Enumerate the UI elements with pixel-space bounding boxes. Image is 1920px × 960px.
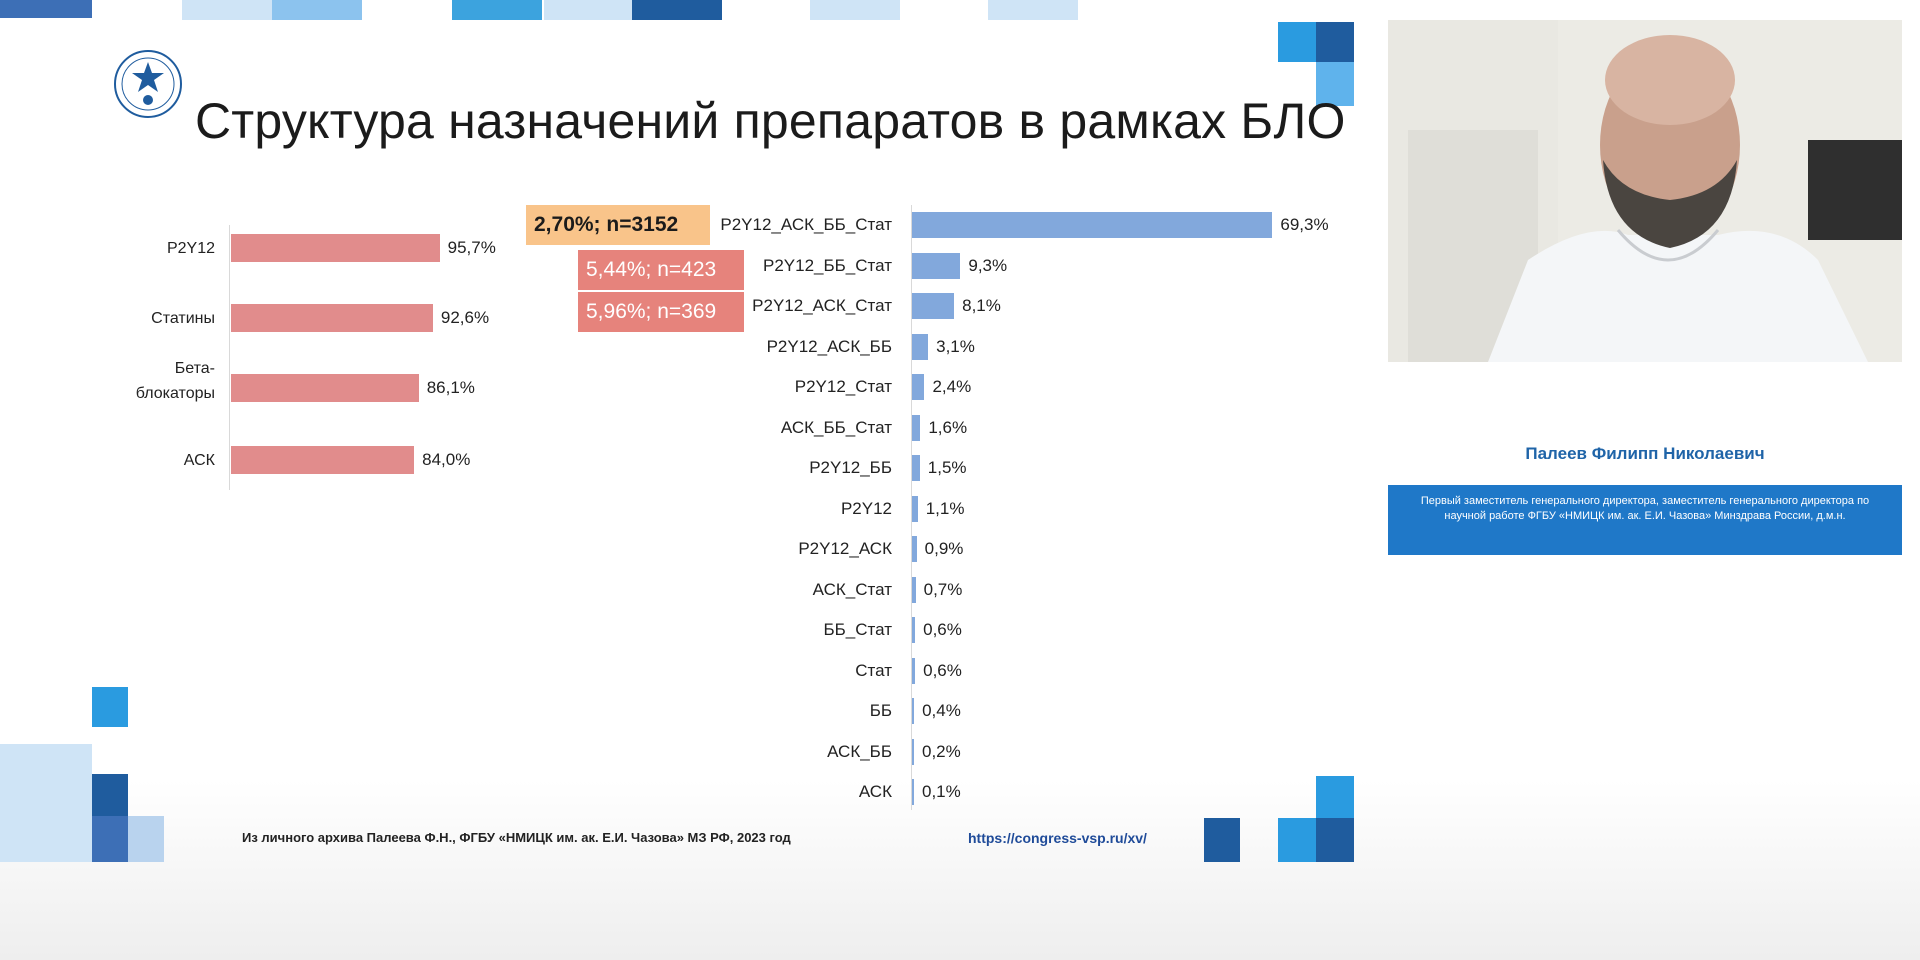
speaker-title: Первый заместитель генерального директор… (1388, 485, 1902, 555)
right-chart-bar (912, 779, 914, 805)
right-chart-category-label: Стат (855, 661, 892, 680)
left-chart-bar (231, 446, 415, 474)
left-chart-value-label: 95,7% (447, 238, 496, 257)
left-chart-bar (231, 374, 419, 402)
left-chart-value-label: 92,6% (440, 308, 490, 327)
right-chart-bar (912, 536, 917, 562)
right-chart-value-label: 1,1% (925, 499, 965, 518)
right-chart-bar (912, 577, 916, 603)
slide-title: Структура назначений препаратов в рамках… (195, 93, 1346, 149)
right-chart-bar (912, 334, 929, 360)
right-chart-value-label: 0,6% (923, 620, 962, 639)
right-chart-category-label: P2Y12_АСК_ББ_Стат (720, 215, 892, 234)
right-chart-value-label: 0,7% (923, 580, 963, 599)
left-chart-bar (231, 234, 440, 262)
right-chart-category-label: P2Y12_ББ_Стат (762, 256, 892, 275)
top-deco-block (810, 0, 900, 20)
corner-square (1316, 22, 1354, 62)
right-chart-category-label: ББ (869, 701, 892, 720)
right-chart-value-label: 0,9% (924, 539, 964, 558)
top-deco-block (272, 0, 362, 20)
bottom-fade (0, 780, 1920, 960)
callout-box: 5,44%; n=423 (578, 250, 744, 290)
right-chart-bar (912, 658, 916, 684)
corner-square (1316, 818, 1354, 862)
right-chart-category-label: P2Y12_АСК_Стат (752, 296, 892, 315)
right-chart-value-label: 1,5% (927, 458, 967, 477)
left-chart-value-label: 84,0% (422, 450, 471, 469)
right-chart-category-label: P2Y12_Стат (794, 377, 892, 396)
right-chart-category-label: P2Y12_ББ (809, 458, 892, 477)
left-chart-value-label: 86,1% (426, 378, 475, 397)
corner-square (92, 816, 128, 862)
left-chart-axis (229, 225, 230, 490)
speaker-name: Палеев Филипп Николаевич (1525, 444, 1765, 463)
left-chart-category-label: P2Y12 (166, 240, 215, 257)
right-chart-axis (911, 205, 912, 810)
right-chart-value-label: 9,3% (968, 256, 1008, 275)
slide-footnote: Из личного архива Палеева Ф.Н., ФГБУ «НМ… (242, 830, 791, 845)
speaker-video-frame (1388, 20, 1902, 362)
callout-box: 2,70%; n=3152 (526, 205, 710, 245)
callout-box: 5,96%; n=369 (578, 292, 744, 332)
right-chart-bar (912, 617, 916, 643)
top-deco-block (988, 0, 1078, 20)
right-chart-bar (912, 415, 921, 441)
top-deco-block (452, 0, 542, 20)
right-chart-bar (912, 739, 914, 765)
corner-square (1278, 818, 1316, 862)
corner-square (92, 774, 128, 816)
right-chart-value-label: 3,1% (936, 337, 975, 356)
right-chart-value-label: 8,1% (962, 296, 1001, 315)
right-chart-bar (912, 698, 915, 724)
congress-link[interactable]: https://congress-vsp.ru/xv/ (968, 830, 1147, 846)
corner-square (0, 744, 92, 862)
corner-square (1316, 776, 1354, 818)
right-chart-bar (912, 293, 955, 319)
right-chart-category-label: P2Y12_АСК_ББ (766, 337, 892, 356)
corner-square (128, 816, 164, 862)
right-chart-value-label: 0,2% (922, 742, 961, 761)
right-chart-bar (912, 496, 918, 522)
right-chart-category-label: АСК_Стат (812, 580, 892, 599)
left-chart-bar (231, 304, 433, 332)
right-chart-bar (912, 253, 961, 279)
top-deco-block (0, 0, 92, 18)
right-chart-category-label: АСК (858, 782, 892, 801)
left-chart-category-label: Статины (151, 310, 215, 327)
right-chart-category-label: АСК_ББ (827, 742, 892, 761)
corner-square (92, 687, 128, 727)
left-chart-category-label: Бета-блокаторы (135, 360, 215, 402)
top-deco-block (544, 0, 632, 20)
right-chart-category-label: ББ_Стат (823, 620, 892, 639)
left-chart-category-label: АСК (183, 452, 215, 469)
right-chart-category-label: АСК_ББ_Стат (780, 418, 892, 437)
right-chart-category-label: P2Y12_АСК (798, 539, 892, 558)
right-chart-value-label: 0,4% (922, 701, 961, 720)
top-deco-block (182, 0, 272, 20)
speaker-video (1388, 20, 1902, 362)
right-chart-value-label: 69,3% (1280, 215, 1329, 234)
right-chart-value-label: 2,4% (932, 377, 972, 396)
corner-square (1316, 62, 1354, 106)
right-chart-value-label: 1,6% (928, 418, 968, 437)
right-chart-bar (912, 455, 920, 481)
right-chart-bar (912, 212, 1273, 238)
corner-square (1278, 22, 1316, 62)
right-chart-value-label: 0,6% (923, 661, 962, 680)
right-chart-bar (912, 374, 925, 400)
top-deco-block (632, 0, 722, 20)
right-chart-category-label: P2Y12 (840, 499, 892, 518)
corner-square (1204, 818, 1240, 862)
right-chart-value-label: 0,1% (922, 782, 961, 801)
congress-logo (114, 50, 182, 118)
